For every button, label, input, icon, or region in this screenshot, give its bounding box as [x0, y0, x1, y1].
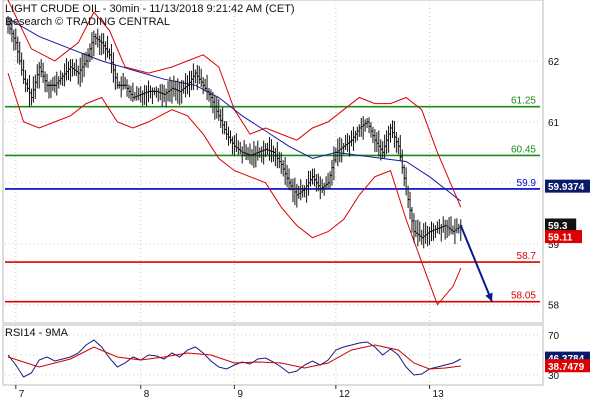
chart-subtitle: Research © TRADING CENTRAL [5, 16, 170, 28]
forecast-arrow-head [485, 292, 493, 302]
y-tick-label: 61 [548, 118, 560, 129]
rsi-tag-bg [545, 359, 590, 373]
forecast-arrow [459, 225, 493, 303]
price-tag-label: 59.3 [548, 221, 568, 232]
rsi-y-tick-label: 70 [548, 331, 560, 342]
x-tick-label: 8 [144, 389, 150, 400]
level-label: 60.45 [511, 144, 536, 155]
level-label: 58.05 [511, 291, 536, 302]
x-tick-label: 13 [433, 389, 445, 400]
price-tag-bg [545, 230, 582, 244]
rsi-tag: 38.7479 [545, 359, 590, 373]
rsi-title: RSI14 - 9MA [5, 327, 69, 339]
moving-average [7, 17, 462, 202]
rsi-tags: 46.378438.7479 [545, 351, 590, 373]
price-tag-bg [545, 179, 590, 193]
level-label: 59.9 [517, 178, 537, 189]
moving-average-line [7, 17, 462, 202]
bollinger-lower-line [7, 72, 462, 306]
rsi-y-tick-label: 30 [548, 371, 560, 382]
rsi-lines [7, 339, 462, 378]
bollinger-bands [7, 0, 462, 306]
price-tag-bg [545, 218, 577, 232]
price-tag-label: 59.9374 [548, 182, 585, 193]
rsi-tag-label: 38.7479 [548, 362, 585, 373]
price-tag: 59.3 [545, 218, 577, 232]
y-tick-label: 58 [548, 301, 560, 312]
y-tick-label: 59 [548, 240, 560, 251]
bollinger-upper-line [7, 0, 462, 208]
price-tag: 59.11 [545, 230, 582, 244]
rsi-line [7, 339, 462, 378]
price-pane-frame [2, 0, 544, 324]
rsi-pane-frame [2, 324, 544, 386]
level-label: 61.25 [511, 96, 536, 107]
x-tick-label: 12 [339, 389, 351, 400]
price-tag-label: 59.11 [548, 233, 573, 244]
forecast-arrow-shaft [459, 225, 493, 303]
x-tick-label: 9 [237, 389, 243, 400]
x-tick-label: 7 [19, 389, 25, 400]
price-tags: 59.9374 59.359.11 [545, 179, 590, 244]
level-label: 58.7 [517, 251, 537, 262]
rsi-ma-line [7, 344, 461, 370]
chart-title: LIGHT CRUDE OIL - 30min - 11/13/2018 9:2… [5, 3, 295, 15]
support-resistance-levels: 61.25 60.45 59.9 58.7 58.05 [5, 96, 540, 303]
y-tick-label: 62 [548, 57, 560, 68]
rsi-pane: 305070 46.378438.7479 [2, 324, 590, 386]
time-x-axis: 7 8 9 12 13 [15, 385, 445, 400]
price-tag: 59.9374 [545, 179, 590, 193]
price-bars [6, 15, 463, 249]
